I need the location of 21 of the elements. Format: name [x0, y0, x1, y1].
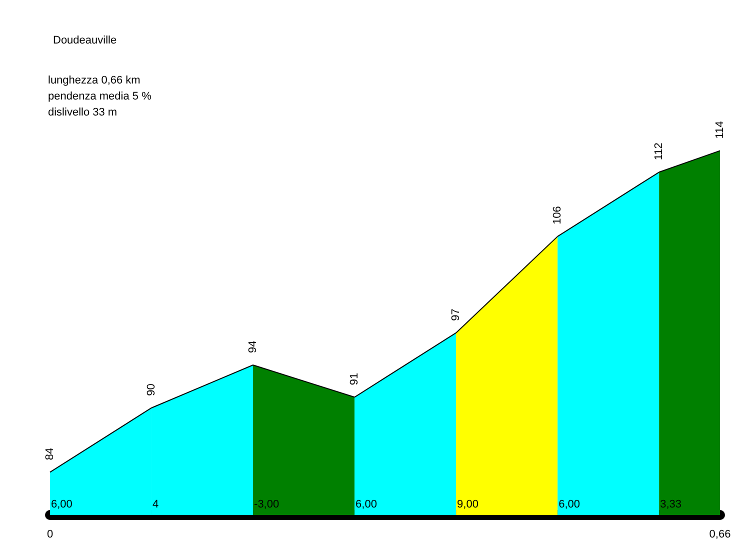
text: pendenza media 5 %	[48, 90, 152, 102]
chart-title: Doudeauville	[53, 34, 117, 46]
data-label: 114	[714, 121, 726, 139]
annotation: 6,00	[356, 498, 377, 510]
text: dislivello 33 m	[48, 106, 118, 118]
data-label: 97	[450, 308, 462, 321]
data-label: 112	[653, 142, 666, 160]
x-tick-label: 0	[46, 528, 54, 540]
data-label: 94	[247, 340, 260, 353]
annotation: 6,00	[558, 498, 580, 510]
annotation: 4	[152, 498, 159, 510]
data-label: 106	[552, 206, 564, 224]
data-label: 91	[348, 372, 361, 386]
data-label: 84	[44, 448, 56, 460]
annotation: 6,00	[51, 498, 72, 510]
data-label: 90	[146, 384, 158, 396]
x-tick-label: 0,66	[709, 528, 731, 540]
annotation: 9,00	[457, 498, 478, 510]
text: lunghezza 0,66 km	[48, 74, 140, 86]
annotation: 3,33	[660, 498, 682, 510]
annotation: -3,00	[254, 498, 280, 510]
